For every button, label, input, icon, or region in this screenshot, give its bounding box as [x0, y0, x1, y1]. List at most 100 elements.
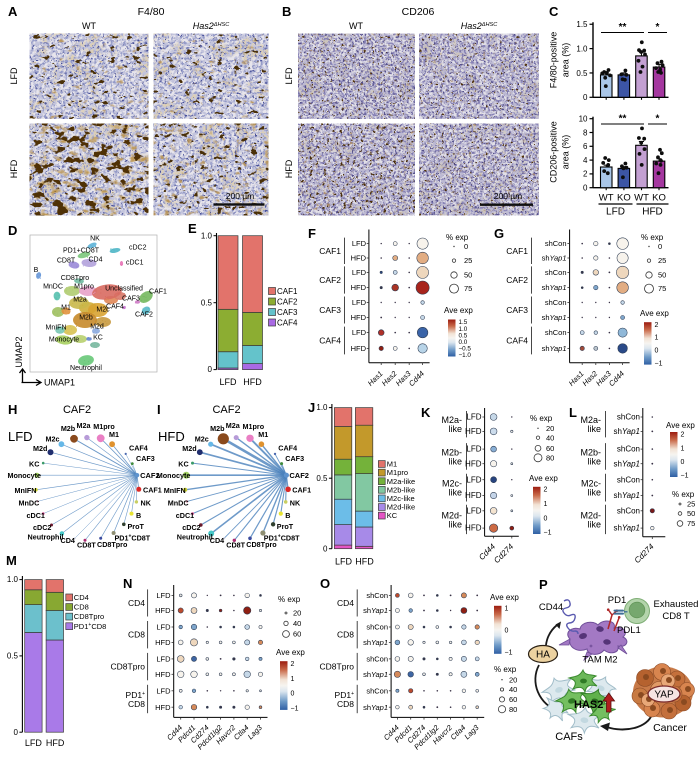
svg-text:6: 6 — [583, 142, 588, 151]
svg-text:area (%): area (%) — [561, 135, 571, 170]
svg-text:200 µm: 200 µm — [494, 191, 523, 201]
svg-text:PD1+: PD1+ — [126, 690, 146, 700]
svg-text:CAF1: CAF1 — [149, 289, 167, 296]
svg-text:Neutrophil: Neutrophil — [28, 533, 64, 542]
svg-text:HFD: HFD — [351, 313, 367, 322]
svg-text:Cancer: Cancer — [653, 722, 687, 734]
svg-text:M1: M1 — [109, 430, 119, 439]
svg-text:Ave exp: Ave exp — [640, 309, 669, 318]
svg-text:shYap1: shYap1 — [363, 703, 388, 712]
svg-text:20: 20 — [293, 609, 301, 618]
svg-text:LFD: LFD — [352, 328, 367, 337]
svg-text:B: B — [282, 4, 291, 19]
svg-text:CD44: CD44 — [539, 602, 563, 613]
svg-text:1.0: 1.0 — [576, 44, 588, 53]
svg-text:M1: M1 — [387, 460, 397, 469]
svg-text:0: 0 — [14, 728, 19, 737]
svg-text:YAP: YAP — [654, 690, 674, 701]
svg-text:LFD: LFD — [25, 738, 43, 748]
svg-text:**: ** — [619, 22, 627, 33]
svg-text:LFD: LFD — [606, 207, 625, 218]
svg-text:UMAP2: UMAP2 — [14, 336, 24, 367]
svg-text:C: C — [549, 4, 559, 19]
svg-text:2: 2 — [291, 661, 295, 668]
svg-text:Exhausted: Exhausted — [654, 599, 699, 610]
svg-text:KO: KO — [652, 193, 666, 204]
svg-text:1.0: 1.0 — [316, 403, 328, 412]
svg-text:% exp: % exp — [446, 233, 469, 242]
svg-text:0: 0 — [681, 459, 685, 466]
svg-text:like: like — [448, 520, 462, 530]
svg-text:HFD: HFD — [355, 557, 374, 567]
svg-text:LFD: LFD — [8, 429, 33, 444]
svg-text:LFD: LFD — [219, 377, 237, 387]
svg-text:60: 60 — [293, 630, 301, 639]
svg-text:NK: NK — [90, 236, 100, 243]
svg-text:CD4: CD4 — [74, 593, 89, 602]
svg-text:cDC2: cDC2 — [182, 523, 200, 532]
svg-text:shYap1: shYap1 — [542, 313, 567, 322]
svg-text:HFD: HFD — [351, 254, 367, 263]
svg-text:% exp: % exp — [641, 233, 664, 242]
svg-text:CD8: CD8 — [128, 699, 145, 709]
svg-text:2: 2 — [681, 432, 685, 439]
svg-text:NK: NK — [141, 499, 152, 508]
svg-text:LFD: LFD — [466, 413, 481, 422]
svg-text:LFD: LFD — [156, 655, 171, 664]
svg-text:0: 0 — [658, 242, 662, 251]
svg-text:CAF1: CAF1 — [506, 246, 528, 256]
svg-text:like: like — [448, 424, 462, 434]
svg-text:HFD: HFD — [155, 703, 171, 712]
svg-text:PD1+: PD1+ — [335, 690, 355, 700]
svg-text:shCon: shCon — [545, 298, 567, 307]
svg-text:PD1: PD1 — [608, 595, 626, 606]
svg-text:F4/80-positive: F4/80-positive — [549, 32, 559, 89]
svg-text:KC: KC — [93, 335, 103, 342]
svg-text:1: 1 — [291, 676, 295, 683]
svg-text:LFD: LFD — [352, 298, 367, 307]
svg-text:M2d: M2d — [182, 444, 196, 453]
svg-text:CAF4: CAF4 — [277, 318, 298, 327]
svg-text:0.5: 0.5 — [201, 298, 213, 307]
svg-text:0.0: 0.0 — [459, 339, 468, 346]
svg-text:CD8Tpro: CD8Tpro — [97, 540, 128, 549]
svg-text:F4/80: F4/80 — [138, 6, 165, 18]
svg-text:WT: WT — [349, 21, 363, 31]
svg-text:M2b: M2b — [210, 424, 225, 433]
svg-text:shCon: shCon — [617, 475, 640, 484]
svg-text:CAF3: CAF3 — [319, 305, 341, 315]
svg-text:cDC2: cDC2 — [129, 245, 147, 252]
svg-text:M1pro: M1pro — [74, 284, 94, 291]
svg-text:KC: KC — [178, 460, 188, 469]
svg-text:shYap1: shYap1 — [613, 491, 640, 500]
svg-text:WT: WT — [599, 193, 614, 204]
svg-text:LFD: LFD — [335, 557, 353, 567]
svg-text:shCon: shCon — [617, 413, 640, 422]
svg-text:Monocyte: Monocyte — [157, 471, 191, 480]
svg-text:0: 0 — [544, 515, 548, 522]
svg-text:CAF1: CAF1 — [319, 246, 341, 256]
svg-text:HFD: HFD — [465, 459, 482, 468]
svg-text:1: 1 — [655, 335, 659, 342]
svg-text:MnDC: MnDC — [168, 499, 189, 508]
svg-text:HFD: HFD — [158, 429, 185, 444]
svg-text:LFD: LFD — [352, 239, 367, 248]
svg-text:10: 10 — [579, 115, 588, 124]
svg-text:CAF1: CAF1 — [143, 486, 162, 495]
svg-text:0.5: 0.5 — [7, 652, 19, 661]
svg-text:E: E — [188, 221, 197, 236]
svg-text:0: 0 — [583, 184, 588, 193]
svg-text:−0.5: −0.5 — [459, 346, 472, 353]
svg-text:LFD: LFD — [466, 475, 481, 484]
svg-text:like: like — [587, 520, 601, 530]
svg-text:M2a: M2a — [77, 421, 92, 430]
svg-text:CAF2: CAF2 — [289, 471, 309, 480]
svg-text:HFD: HFD — [642, 207, 663, 218]
svg-text:CAF1: CAF1 — [277, 287, 298, 296]
svg-text:shCon: shCon — [617, 506, 640, 515]
svg-text:2: 2 — [655, 322, 659, 329]
svg-text:KO: KO — [617, 193, 631, 204]
svg-text:75: 75 — [464, 284, 472, 293]
svg-text:Ave exp: Ave exp — [666, 421, 695, 430]
svg-text:M2c: M2c — [46, 435, 60, 444]
